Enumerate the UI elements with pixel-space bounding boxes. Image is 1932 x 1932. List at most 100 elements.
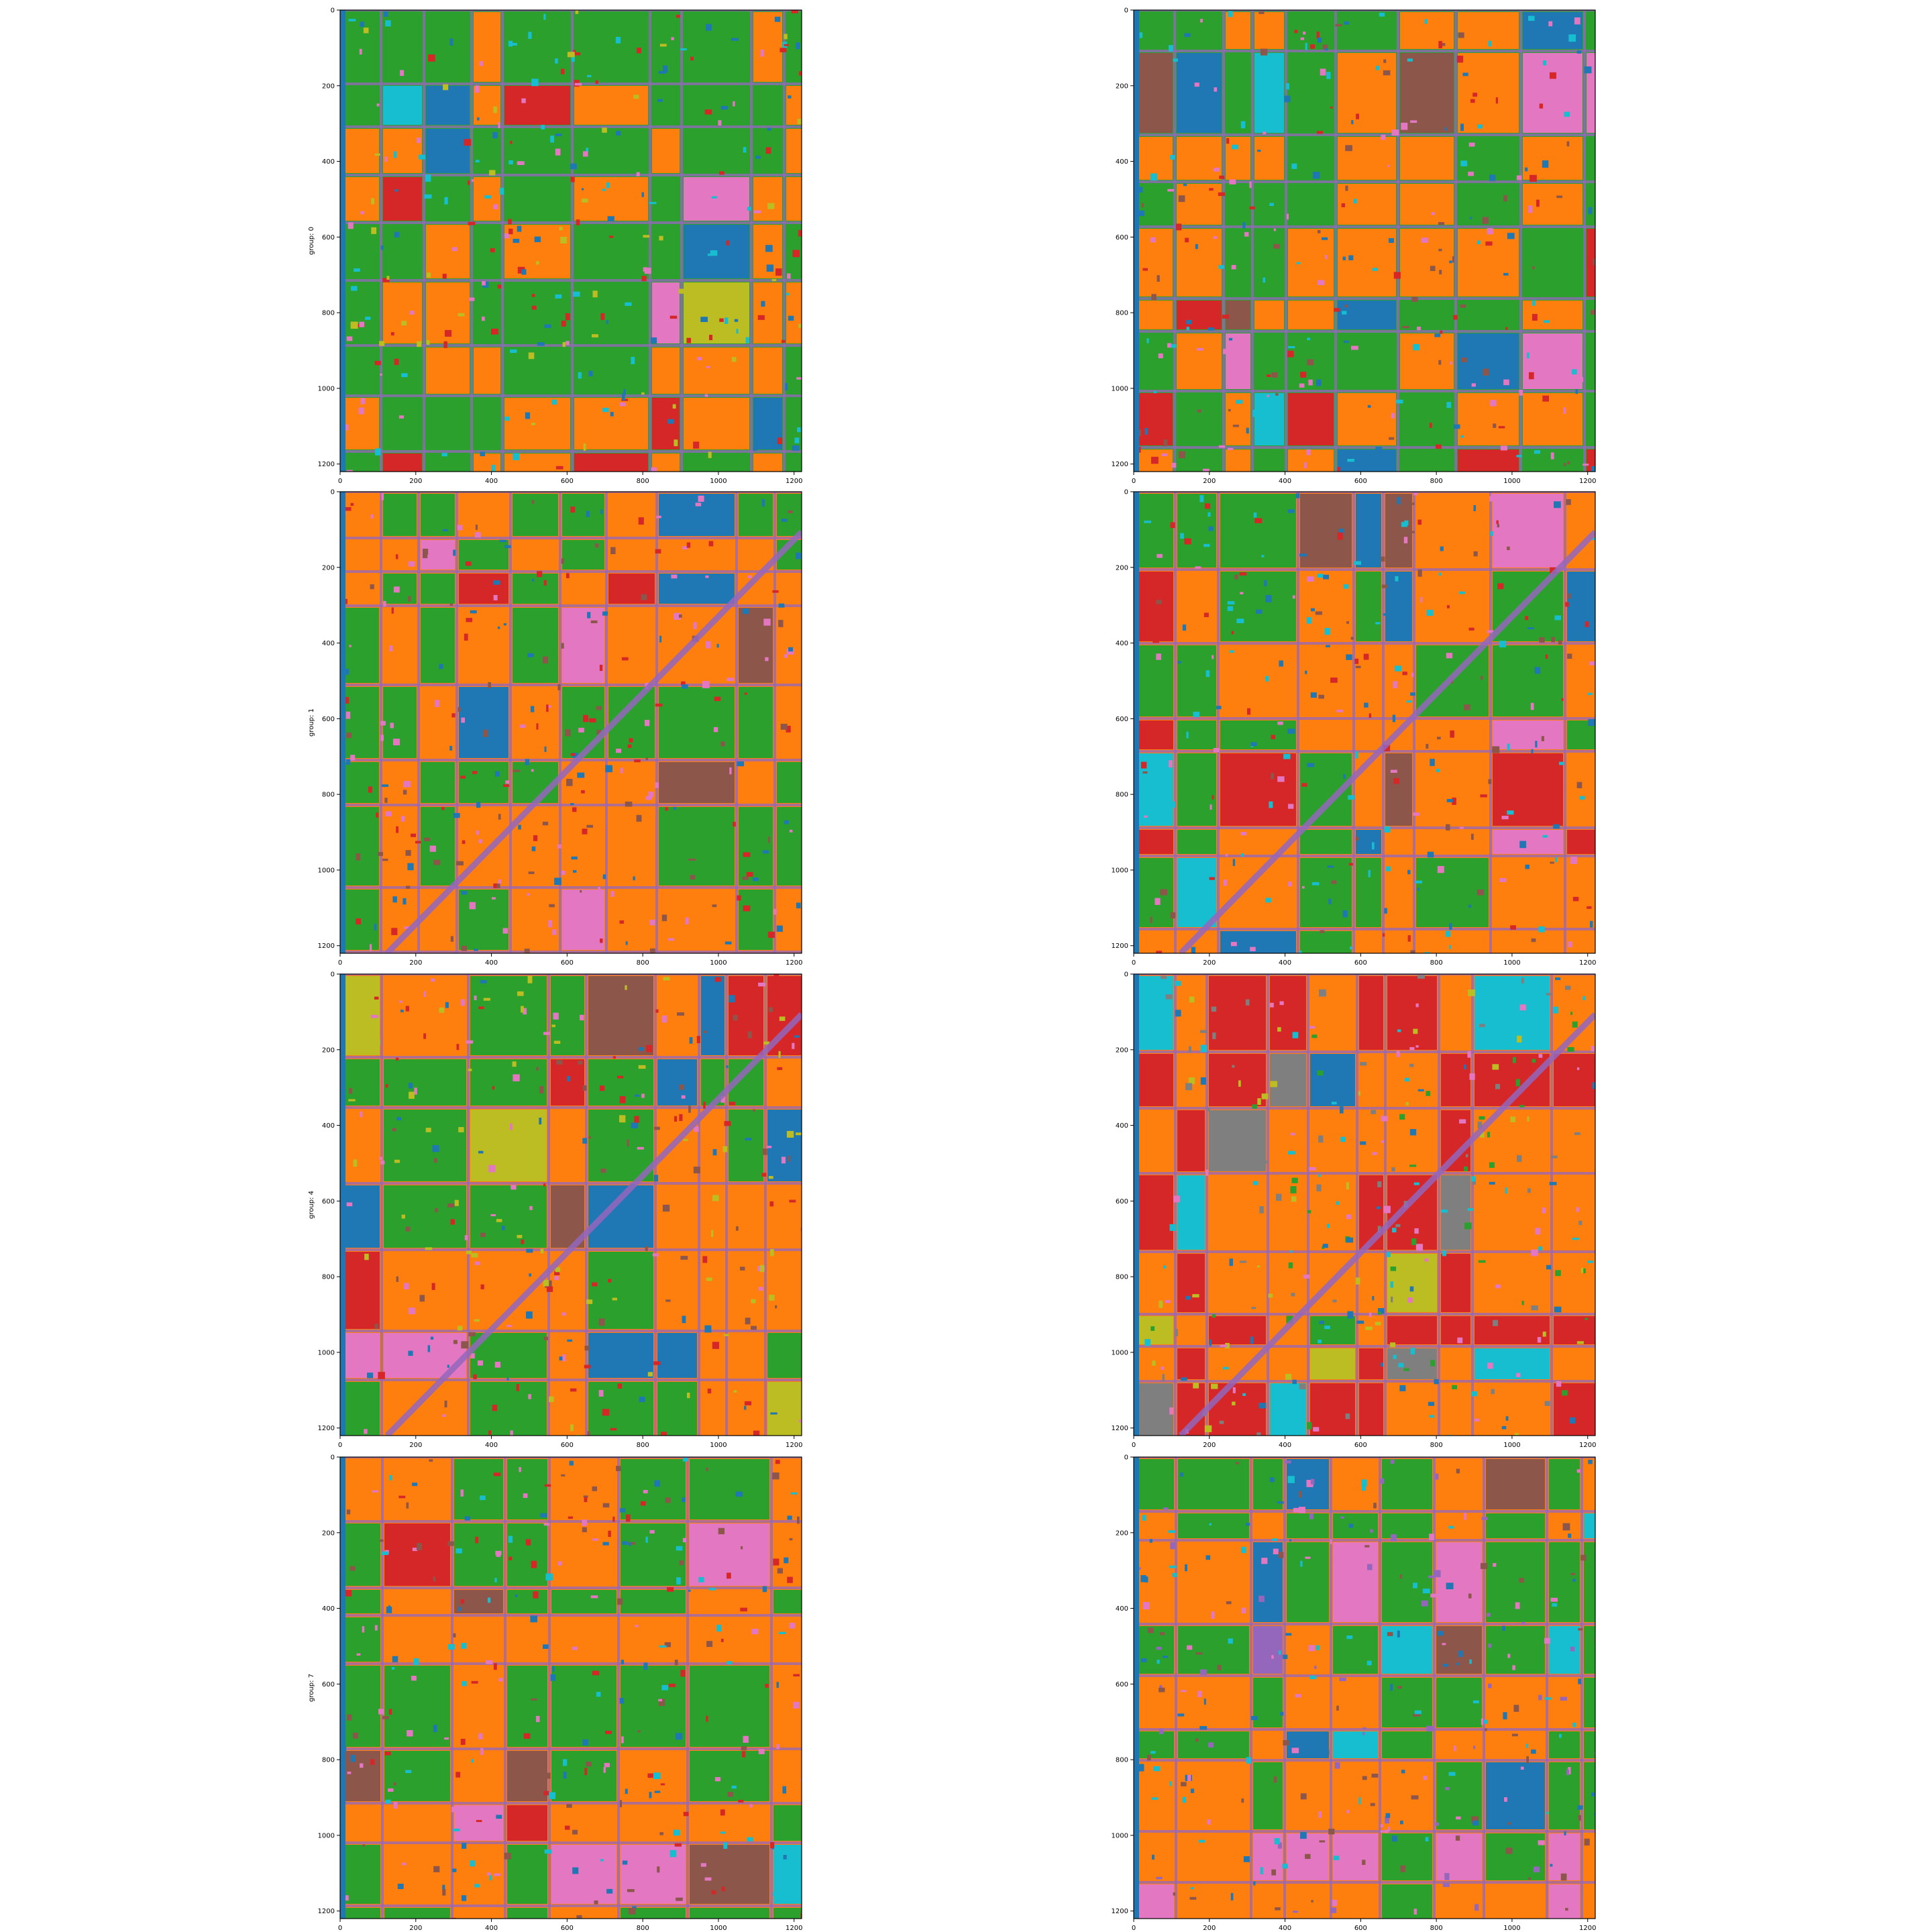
- heatmap-speckle: [411, 833, 417, 837]
- heatmap-speckle: [703, 1030, 707, 1033]
- heatmap-speckle: [733, 1390, 737, 1393]
- heatmap-cell: [384, 1459, 450, 1519]
- heatmap-speckle: [1525, 1743, 1528, 1748]
- heatmap-speckle: [443, 84, 449, 91]
- heatmap-speckle: [744, 1401, 752, 1405]
- heatmap-cell: [384, 1590, 450, 1613]
- heatmap-speckle: [392, 1128, 396, 1132]
- heatmap-speckle: [470, 610, 477, 614]
- heatmap-speckle: [1438, 41, 1442, 48]
- heatmap-speckle: [405, 1770, 412, 1774]
- heatmap-speckle: [1156, 1876, 1163, 1880]
- heatmap-speckle: [1505, 1187, 1507, 1194]
- heatmap-speckle: [1156, 951, 1163, 953]
- heatmap-speckle: [1576, 1067, 1580, 1071]
- heatmap-speckle: [1429, 1534, 1434, 1540]
- heatmap-speckle: [350, 1566, 356, 1571]
- heatmap-cell: [1300, 720, 1352, 749]
- heatmap-speckle: [1326, 645, 1330, 647]
- x-tick-label: 200: [1203, 1925, 1216, 1932]
- heatmap-speckle: [1290, 1250, 1293, 1253]
- heatmap-speckle: [555, 148, 561, 156]
- heatmap-speckle: [529, 1205, 533, 1210]
- heatmap-speckle: [1341, 203, 1346, 207]
- heatmap-cell: [1338, 229, 1396, 297]
- heatmap-speckle: [746, 871, 753, 877]
- heatmap-speckle: [1558, 1733, 1562, 1738]
- heatmap-speckle: [762, 850, 769, 854]
- heatmap-speckle: [1584, 1838, 1590, 1846]
- heatmap-speckle: [638, 517, 644, 525]
- heatmap-speckle: [364, 1429, 368, 1434]
- heatmap-speckle: [1459, 1119, 1466, 1124]
- heatmap-speckle: [1391, 1167, 1395, 1172]
- heatmap-cell: [1136, 1626, 1174, 1674]
- heatmap-speckle: [1157, 1659, 1160, 1664]
- heatmap-speckle: [565, 1825, 570, 1830]
- heatmap-speckle: [480, 1748, 484, 1756]
- heatmap-speckle: [484, 195, 492, 199]
- boundary-line: [773, 492, 776, 953]
- heatmap-speckle: [493, 1663, 497, 1670]
- heatmap-speckle: [1383, 1205, 1391, 1214]
- heatmap-speckle: [460, 1738, 466, 1746]
- y-tick-label: 1200: [318, 1425, 335, 1432]
- heatmap-speckle: [627, 744, 632, 749]
- boundary-line: [1134, 1457, 1595, 1458]
- y-tick-label: 600: [1116, 1681, 1128, 1688]
- heatmap-speckle: [775, 1305, 777, 1309]
- heatmap-cell: [342, 453, 379, 472]
- heatmap-speckle: [793, 1701, 800, 1709]
- heatmap-speckle: [402, 790, 407, 795]
- heatmap-speckle: [1156, 653, 1161, 660]
- heatmap-cell: [383, 225, 422, 278]
- heatmap-cell: [1587, 137, 1595, 180]
- heatmap-speckle: [1311, 1034, 1318, 1038]
- heatmap-cell: [767, 1059, 802, 1106]
- heatmap-speckle: [1212, 1032, 1216, 1040]
- heatmap-speckle: [1556, 1381, 1562, 1387]
- heatmap-speckle: [1505, 1847, 1513, 1854]
- heatmap-speckle: [708, 1588, 716, 1591]
- heatmap-speckle: [1169, 1565, 1177, 1568]
- heatmap-speckle: [521, 98, 526, 103]
- heatmap-speckle: [1367, 1564, 1373, 1570]
- heatmap-speckle: [1299, 1383, 1306, 1390]
- boundary-line: [340, 1182, 802, 1185]
- heatmap-speckle: [773, 1558, 780, 1566]
- x-tick-label: 0: [1132, 1442, 1136, 1449]
- heatmap-speckle: [708, 451, 712, 458]
- heatmap-speckle: [1516, 175, 1522, 180]
- heatmap-speckle: [1391, 129, 1399, 136]
- heatmap-speckle: [719, 171, 724, 175]
- heatmap-speckle: [592, 1670, 600, 1676]
- heatmap-speckle: [1389, 437, 1395, 440]
- heatmap-cell: [1523, 393, 1582, 445]
- heatmap-speckle: [1380, 1830, 1386, 1833]
- heatmap-speckle: [1346, 1214, 1352, 1220]
- boundary-line: [1134, 1172, 1595, 1175]
- heatmap-speckle: [1397, 1630, 1400, 1638]
- heatmap-speckle: [1467, 1051, 1471, 1058]
- heatmap-speckle: [659, 1645, 667, 1648]
- heatmap-cell: [588, 1382, 653, 1436]
- heatmap-speckle: [1150, 456, 1159, 464]
- heatmap-speckle: [1550, 861, 1554, 864]
- heatmap-speckle: [1399, 1114, 1405, 1120]
- heatmap-cell: [1136, 976, 1173, 1050]
- heatmap-speckle: [424, 194, 432, 199]
- heatmap-speckle: [1386, 1252, 1391, 1257]
- heatmap-speckle: [686, 1392, 690, 1399]
- heatmap-speckle: [1306, 617, 1312, 624]
- boundary-line: [1134, 330, 1595, 333]
- heatmap-speckle: [786, 1130, 794, 1138]
- heatmap-cell: [507, 1908, 547, 1919]
- heatmap-speckle: [1364, 702, 1368, 708]
- heatmap-cell: [659, 540, 735, 570]
- heatmap-cell: [421, 807, 455, 885]
- heatmap-speckle: [549, 1396, 554, 1403]
- heatmap-speckle: [659, 44, 667, 47]
- heatmap-speckle: [677, 1012, 684, 1016]
- x-tick-label: 0: [1132, 1925, 1136, 1932]
- heatmap-speckle: [1368, 869, 1371, 877]
